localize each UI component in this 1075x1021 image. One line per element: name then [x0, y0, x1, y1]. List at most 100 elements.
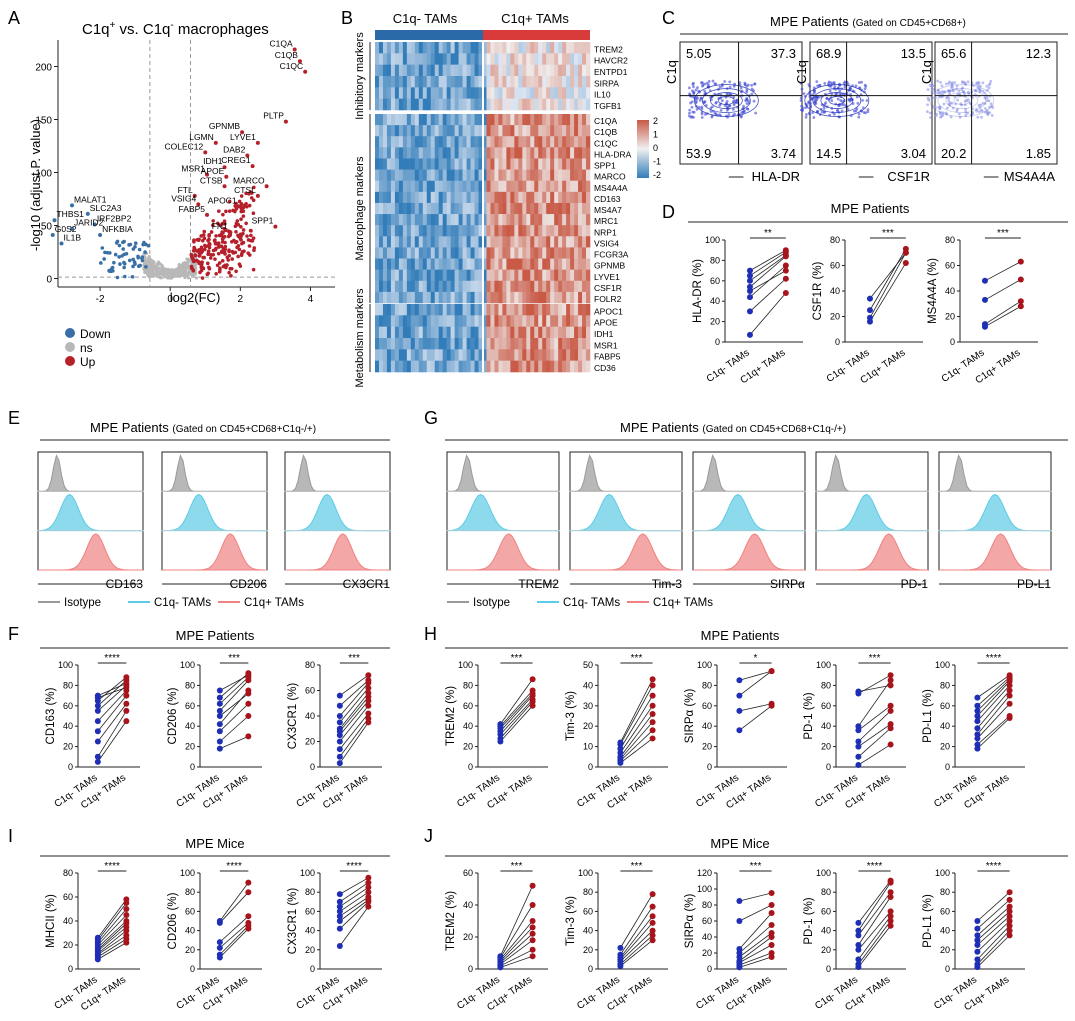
heat-cell [402, 360, 408, 373]
flow-event [687, 86, 691, 90]
y-tick-label: 0 [68, 762, 73, 772]
heat-cell [582, 291, 587, 304]
heat-cell [502, 42, 507, 54]
ns-point [150, 264, 154, 268]
ns-point [150, 272, 154, 277]
flow-event [849, 98, 853, 102]
heat-cell [522, 214, 527, 226]
heat-cell [375, 280, 380, 293]
heat-cell [454, 315, 459, 327]
heat-cell [466, 225, 471, 237]
heat-cell [582, 236, 587, 248]
flow-event [700, 81, 704, 85]
heat-cell [506, 169, 511, 182]
heat-cell [550, 169, 555, 182]
heat-cell [466, 247, 471, 259]
heat-cell [375, 304, 380, 316]
heat-cell [426, 136, 432, 148]
heat-cell [574, 225, 579, 237]
c1q-pos-point [123, 912, 130, 918]
flow-event [930, 90, 934, 94]
heat-cell [466, 360, 471, 373]
heat-cell [582, 280, 587, 293]
heat-cell [486, 76, 491, 88]
heat-cell [454, 280, 459, 293]
heat-cell [462, 76, 467, 88]
gene-label: IL1B [64, 233, 82, 243]
y-tick-label: 0 [310, 762, 315, 772]
heat-cell [518, 76, 523, 88]
up-point [209, 230, 214, 234]
heat-cell [398, 202, 404, 215]
up-point [202, 229, 207, 234]
heat-cell [574, 349, 579, 361]
flow-event [854, 109, 858, 113]
pair-line [97, 902, 127, 941]
heat-cell [498, 326, 503, 339]
heat-cell [578, 214, 583, 226]
gene-label: MSR1 [181, 164, 205, 174]
down-point [133, 241, 138, 246]
ns-point [184, 272, 188, 276]
heat-cell [486, 269, 491, 282]
gene-point [70, 226, 75, 231]
up-point [239, 238, 243, 242]
heat-cell [494, 98, 499, 111]
histogram-curve [38, 533, 143, 571]
sig-stars: **** [986, 653, 1002, 664]
ns-point [150, 261, 154, 265]
gene-row-label: C1QA [594, 116, 617, 126]
heat-cell [570, 214, 575, 226]
y-tick-label: 80 [710, 255, 720, 265]
heat-cell [534, 114, 539, 126]
c1q-pos-point [365, 894, 372, 900]
heat-cell [482, 114, 487, 126]
heat-cell [446, 147, 451, 159]
heat-cell [418, 180, 424, 193]
up-point [237, 247, 242, 252]
heat-cell [378, 315, 384, 327]
c1q-neg-point [216, 745, 223, 752]
pair-line [977, 690, 1010, 729]
flow-event [941, 111, 945, 115]
heat-cell [526, 53, 531, 65]
heat-cell [578, 315, 583, 327]
c1q-pos-point [123, 707, 130, 714]
heat-cell [474, 280, 479, 293]
heat-cell [502, 136, 507, 148]
c1q-pos-point [529, 902, 536, 908]
heat-cell [502, 76, 507, 88]
heat-cell [566, 338, 571, 350]
y-tick-label: 80 [702, 680, 712, 690]
c1q-pos-point [1017, 298, 1024, 305]
heat-cell [410, 169, 416, 182]
heat-cell [398, 315, 404, 327]
heat-cell [490, 236, 495, 248]
heat-cell [514, 326, 519, 339]
heat-cell [530, 147, 535, 159]
heat-cell [482, 338, 487, 350]
histogram-curve [161, 493, 268, 532]
heat-cell [466, 236, 471, 248]
heat-cell [502, 158, 507, 170]
down-point [133, 262, 137, 266]
pair-line [749, 265, 787, 298]
heat-cell [446, 225, 451, 237]
sig-stars: *** [997, 228, 1009, 239]
flow-event [947, 102, 951, 106]
heat-cell [562, 180, 567, 193]
heat-cell [586, 247, 591, 259]
heat-cell [494, 338, 499, 350]
heat-cell [558, 360, 563, 373]
heat-cell [386, 236, 392, 248]
flow-event [804, 106, 808, 110]
c1q-neg-point [974, 937, 981, 944]
y-axis-label: PD-L1 (%) [922, 894, 934, 948]
heat-cell [566, 202, 571, 215]
heat-cell [570, 87, 575, 99]
heat-cell [454, 338, 459, 350]
heat-cell [390, 125, 396, 137]
pair-line [339, 674, 369, 696]
flow-event [836, 109, 839, 113]
